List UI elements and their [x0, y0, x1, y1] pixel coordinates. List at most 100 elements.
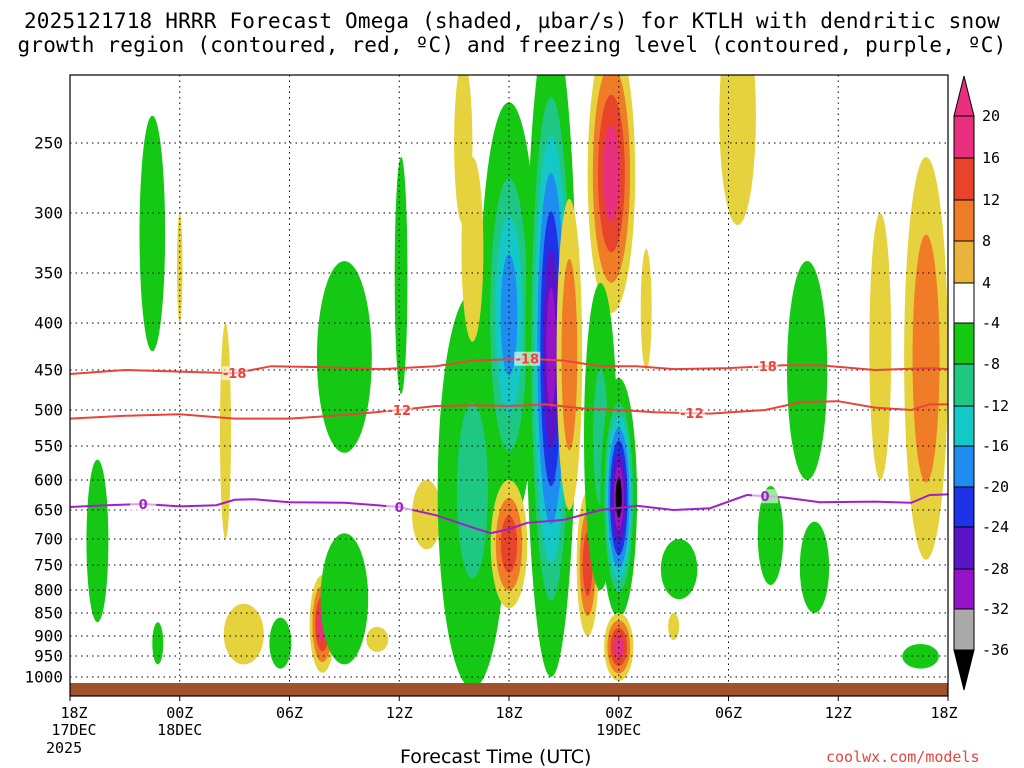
colorbar-band--12-to--8	[953, 363, 975, 407]
colorbar-band-12-to-16	[953, 157, 975, 201]
y-tick-label: 950	[34, 646, 63, 666]
omega-cell-5-level--4	[316, 261, 372, 453]
omega-cell-1-level--4	[86, 459, 109, 623]
y-tick-label: 550	[34, 436, 63, 456]
colorbar-band-4-to-8	[953, 240, 975, 284]
colorbar-tick-label: -24	[982, 518, 1010, 536]
colorbar-band--4-to-4	[953, 282, 975, 324]
omega-cell-22-level-4	[461, 157, 484, 342]
y-tick-label: 400	[34, 313, 63, 333]
contour-label-bg--12C	[386, 403, 413, 417]
temperature-contours: -18 -18 -18 -12 -12 0 0 0	[70, 351, 948, 535]
omega-cell-34-level--4	[152, 622, 164, 665]
ground-surface	[70, 683, 948, 696]
colorbar-band--8-to--4	[953, 322, 975, 365]
contour-label-0C: 0	[139, 498, 148, 513]
omega-cell-3-level-4	[219, 323, 231, 539]
colorbar-tick-label: 16	[982, 149, 1001, 167]
contour-label--18C: -18	[223, 367, 247, 382]
contour-label-bg--18C	[221, 366, 248, 381]
colorbar-bottom-arrow	[953, 649, 975, 691]
x-tick-time: 12Z	[385, 704, 413, 722]
colorbar-tick-label: 8	[982, 232, 992, 250]
omega-cell-15-level-8	[561, 258, 578, 451]
colorbar-band--36-to--32	[953, 608, 975, 651]
omega-cell-23-level-4	[640, 249, 652, 370]
omega-cell-27-level--4	[757, 486, 784, 585]
y-tick-label: 250	[34, 133, 63, 153]
y-tick-label: 1000	[24, 667, 63, 687]
x-tick-date: 19DEC	[596, 721, 642, 739]
x-tick-label: 06Z	[715, 705, 742, 722]
contour-label-bg-0C	[386, 500, 413, 514]
x-tick-time: 06Z	[714, 704, 743, 722]
x-tick-label: 12Z	[386, 705, 413, 722]
omega-cell-14-level--32	[546, 287, 556, 410]
y-tick-label: 700	[34, 529, 63, 549]
contour-label-0C: 0	[761, 490, 770, 505]
omega-cell-32-level--4	[902, 644, 939, 669]
y-tick-label: 450	[34, 360, 63, 380]
omega-cell-7-level-4	[223, 603, 264, 665]
x-tick-time: 18Z	[60, 704, 88, 722]
contour-label--12C: -12	[388, 404, 412, 419]
omega-cell-11-level--12	[456, 402, 488, 579]
colorbar-band--24-to--20	[953, 486, 975, 528]
contour--12C	[70, 400, 948, 420]
y-tick-label: 900	[34, 626, 63, 646]
plot-frame	[69, 74, 949, 697]
omega-cell-8-level-4	[366, 626, 389, 653]
x-tick-date: 18DEC	[157, 721, 203, 739]
colorbar	[953, 75, 975, 691]
contour-label-bg--18C	[514, 351, 541, 366]
omega-cell-17-level-16	[603, 125, 620, 223]
omega-shading	[86, 75, 948, 689]
omega-cell-19-level--36	[615, 477, 622, 518]
contour-label-0C: 0	[395, 501, 404, 516]
x-axis-label: Forecast Time (UTC)	[400, 746, 592, 768]
x-tick-time: 18Z	[495, 704, 523, 722]
y-tick-label: 300	[34, 203, 63, 223]
contour-label-bg-0C	[130, 497, 157, 511]
colorbar-tick-label: 12	[982, 191, 1001, 209]
omega-cell-9-level-4	[412, 480, 442, 550]
x-tick-label: 18Z	[930, 705, 957, 722]
y-tick-label: 500	[34, 400, 63, 420]
contour-label--18C: -18	[516, 353, 540, 368]
colorbar-tick-label: -12	[982, 397, 1010, 415]
contour-label-bg--12C	[678, 406, 705, 421]
x-tick-label: 12Z	[825, 705, 852, 722]
colorbar-tick-label: -4	[982, 314, 1001, 332]
omega-cell-0-level--4	[139, 115, 166, 352]
colorbar-top-arrow	[953, 75, 975, 117]
site-credit-link[interactable]: coolwx.com/models	[826, 748, 980, 766]
omega-cell-25-level-4	[668, 613, 680, 640]
y-tick-label: 850	[34, 603, 63, 623]
omega-cell-12-level--20	[500, 254, 518, 376]
colorbar-tick-label: 4	[982, 274, 992, 292]
omega-cell-13-level-12	[500, 515, 518, 573]
colorbar-band-8-to-12	[953, 199, 975, 242]
y-tick-label: 350	[34, 263, 63, 283]
colorbar-band--32-to--28	[953, 568, 975, 610]
contour-label-bg--18C	[752, 359, 779, 374]
x-tick-time: 00Z	[605, 704, 633, 722]
colorbar-tick-label: -20	[982, 478, 1010, 496]
omega-cell-24-level--4	[660, 539, 698, 600]
omega-cell-20-level-16	[613, 635, 624, 659]
colorbar-band--28-to--24	[953, 526, 975, 570]
omega-cell-6-level--4	[320, 533, 369, 665]
x-tick-time: 00Z	[166, 704, 194, 722]
x-axis-year: 2025	[46, 739, 83, 757]
y-tick-label: 750	[34, 555, 63, 575]
y-tick-label: 600	[34, 470, 63, 490]
colorbar-tick-label: -36	[982, 641, 1010, 659]
contour-label--18C: -18	[753, 360, 777, 375]
x-tick-label: 00Z 19DEC	[596, 705, 641, 739]
gridlines	[69, 75, 949, 701]
omega-cell-29-level--4	[799, 521, 830, 613]
colorbar-tick-label: -32	[982, 600, 1010, 618]
omega-cell-33-level--4	[269, 617, 292, 669]
y-tick-label: 650	[34, 500, 63, 520]
